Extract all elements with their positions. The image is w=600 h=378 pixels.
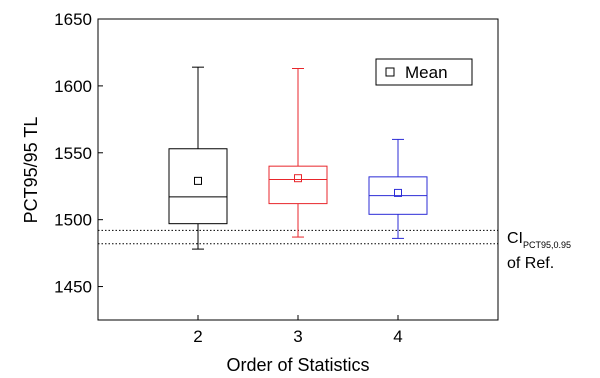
- reference-label-subscript: PCT95,0.95: [523, 240, 571, 250]
- reference-label: CIPCT95,0.95 of Ref.: [507, 230, 571, 272]
- x-tick-label: 2: [193, 327, 202, 346]
- y-tick-label: 1450: [54, 278, 92, 297]
- y-tick-label: 1500: [54, 211, 92, 230]
- box-4: [368, 138, 428, 239]
- y-axis-title: PCT95/95 TL: [21, 117, 41, 224]
- box-3: [268, 67, 328, 238]
- x-tick-label: 3: [293, 327, 302, 346]
- reference-label-line2: of Ref.: [507, 255, 554, 272]
- mean-marker: [294, 174, 302, 183]
- box-iqr: [168, 148, 228, 225]
- svg-text:CIPCT95,0.95: CIPCT95,0.95: [507, 230, 571, 250]
- boxes: [168, 66, 428, 250]
- legend-label: Mean: [405, 63, 448, 82]
- x-tick-label: 4: [393, 327, 402, 346]
- y-tick-label: 1550: [54, 144, 92, 163]
- x-axis-title: Order of Statistics: [226, 355, 369, 375]
- x-axis: 2 3 4: [193, 315, 403, 346]
- mean-marker: [394, 188, 402, 197]
- y-tick-label: 1650: [54, 10, 92, 29]
- y-tick-label: 1600: [54, 77, 92, 96]
- box-iqr: [268, 165, 328, 205]
- legend: Mean: [375, 58, 473, 86]
- mean-marker: [194, 176, 202, 185]
- legend-mean-marker: [385, 67, 395, 77]
- reference-label-main: CI: [507, 230, 523, 247]
- y-axis: 1450 1500 1550 1600 1650: [54, 10, 103, 297]
- box-2: [168, 66, 228, 250]
- legend-box: [375, 58, 473, 86]
